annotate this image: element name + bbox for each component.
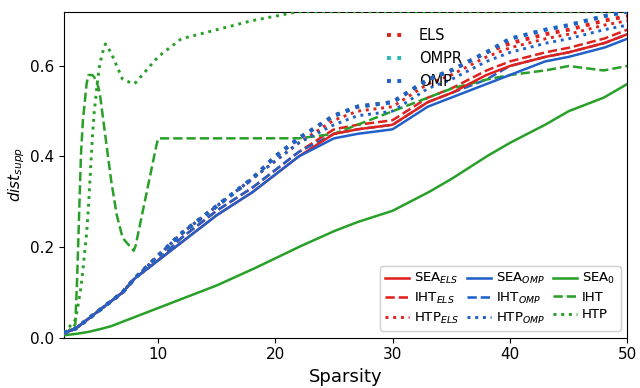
Y-axis label: $\mathit{dist}_{supp}$: $\mathit{dist}_{supp}$ — [6, 147, 28, 202]
X-axis label: Sparsity: Sparsity — [308, 368, 383, 386]
Legend: SEA$_{ELS}$, IHT$_{ELS}$, HTP$_{ELS}$, SEA$_{OMP}$, IHT$_{OMP}$, HTP$_{OMP}$, SE: SEA$_{ELS}$, IHT$_{ELS}$, HTP$_{ELS}$, S… — [380, 266, 621, 331]
